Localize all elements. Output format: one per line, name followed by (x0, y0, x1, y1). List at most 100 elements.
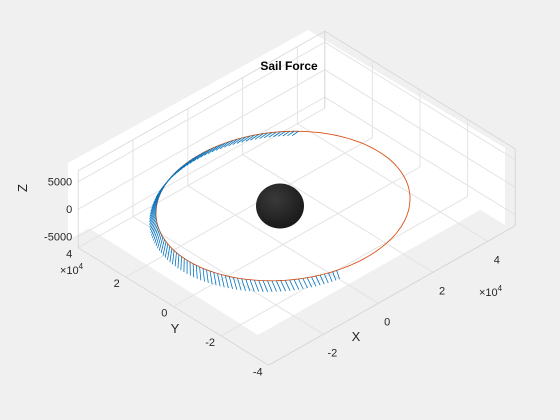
grid-line-y (125, 137, 373, 278)
sail-force-arrow (213, 272, 217, 286)
sail-force-arrow (149, 211, 157, 225)
sail-force-arrow (154, 229, 160, 244)
sail-force-arrow (193, 152, 204, 162)
chart-title: Sail Force (260, 59, 318, 73)
z-tick-label: 0 (66, 204, 72, 216)
sail-force-arrow (160, 239, 165, 254)
sail-force-arrow (149, 206, 157, 220)
sail-force-arrow (311, 276, 317, 287)
sail-force-arrow (271, 280, 277, 292)
grid-line-z-left (77, 69, 326, 210)
sail-force-arrow (236, 136, 247, 144)
sail-force-arrow (150, 219, 157, 233)
sail-force-arrow (220, 274, 225, 288)
sail-force-arrow (262, 280, 269, 292)
sail-force-arrow (180, 256, 182, 271)
sail-force-arrow (217, 273, 221, 287)
sail-force-arrow (224, 275, 229, 289)
plot-region: -2 0 2 4 -4 -2 0 2 4 -5000 0 5000 (44, 30, 516, 379)
y-tick-label: 4 (66, 249, 72, 261)
box-top-edge-right (324, 30, 516, 150)
sail-force-arrow (237, 277, 242, 291)
sail-force-arrow (232, 137, 242, 145)
sail-force-arrow (215, 142, 226, 151)
sail-force-arrow (280, 280, 286, 292)
sail-force-arrow (196, 150, 207, 160)
sail-force-arrow (200, 148, 211, 158)
sail-force-arrow (245, 134, 255, 142)
sail-force-arrow (291, 130, 299, 136)
back-wall-right (308, 30, 505, 225)
sail-force-arrow (302, 278, 308, 289)
sail-force-arrow (228, 276, 233, 290)
sail-force-arrow (328, 272, 333, 282)
y-tick-label: -4 (253, 366, 263, 378)
sail-force-arrow (204, 147, 215, 156)
x-tick-label: 2 (439, 285, 445, 297)
sail-force-arrow (267, 280, 273, 292)
sail-force-arrow (150, 198, 159, 212)
sail-force-arrow (149, 214, 157, 228)
grid-line-z-right (324, 96, 516, 216)
sail-force-arrow (162, 241, 167, 256)
sail-force-arrow (332, 271, 337, 281)
sail-force-arrow (275, 280, 282, 292)
sail-force-arrow (336, 270, 340, 280)
y-axis-label: Y (171, 321, 180, 336)
sail-force-arrow (293, 279, 300, 290)
sail-force-arrow (282, 130, 290, 137)
sail-force-arrow (206, 269, 209, 283)
sail-force-arrow (298, 278, 304, 290)
grid-line-z-left (77, 96, 326, 238)
y-axis-line (77, 247, 269, 366)
grid (77, 31, 516, 366)
x-tick-label: -2 (328, 347, 338, 359)
sail-force-arrow (287, 130, 295, 137)
sail-force-arrow (289, 279, 295, 291)
sail-force-arrow (153, 190, 162, 203)
axes-lines (77, 30, 516, 366)
z-tick-label: -5000 (44, 232, 72, 244)
sail-force-arrow (224, 139, 234, 148)
sail-force-arrow (195, 265, 198, 279)
sail-force-arrow (219, 141, 230, 150)
sail-force-arrow (167, 246, 171, 261)
sail-force-arrow (151, 222, 158, 236)
sail-force-arrow (149, 201, 158, 214)
sail-force-arrow (152, 193, 161, 206)
sail-force-arrow (199, 266, 202, 281)
z-axis-label: Z (15, 184, 30, 192)
sail-force-arrow (319, 274, 325, 285)
sail-force-arrow (177, 254, 180, 269)
sail-force-arrow (152, 224, 158, 239)
sail-force-arrow (149, 216, 157, 231)
y-tick-label: 0 (161, 308, 167, 320)
sail-force-arrow (155, 232, 161, 246)
z-tick-label: 5000 (48, 177, 72, 189)
y-exponent-label: ×104 (60, 262, 84, 277)
sail-force-arrow (254, 279, 260, 292)
sail-force-series (149, 130, 340, 292)
sail-force-arrow (202, 268, 205, 282)
y-tick-label: 2 (114, 278, 120, 290)
sail-force-arrow (157, 234, 162, 249)
sail-force-arrow (232, 277, 238, 290)
sail-force-arrow (149, 209, 157, 223)
sail-force-arrow (164, 243, 169, 258)
sail-force-arrow (192, 263, 195, 278)
sail-force-arrow (315, 275, 321, 286)
grid-line-y (173, 166, 421, 307)
sail-force-arrow (258, 280, 264, 292)
sail-force-arrow (323, 273, 329, 284)
sail-force-arrow (249, 279, 255, 292)
sail-force-arrow (284, 280, 291, 291)
sail-force-arrow (189, 154, 200, 164)
grid-line-y (220, 195, 468, 337)
sail-force-arrow (273, 131, 282, 138)
x-tick-label: 0 (384, 316, 390, 328)
sail-force-arrow (209, 271, 213, 285)
central-body (256, 183, 304, 229)
tick-labels: -2 0 2 4 -4 -2 0 2 4 -5000 0 5000 (44, 177, 500, 379)
x-tick-label: 4 (494, 254, 500, 266)
sail-force-arrow (245, 279, 251, 292)
